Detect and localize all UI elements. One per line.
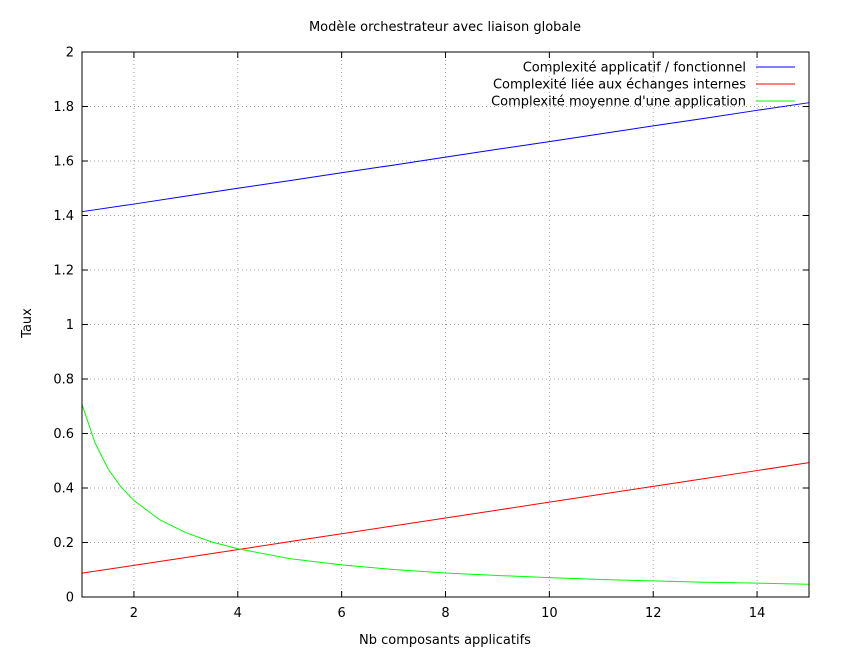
grid [82,52,809,597]
y-tick-label: 1.2 [53,264,74,279]
x-tick-label: 6 [338,606,346,621]
y-axis-label: Taux [20,308,35,339]
x-tick-label: 8 [441,606,449,621]
x-tick-label: 10 [541,606,558,621]
chart-title: Modèle orchestrateur avec liaison global… [309,20,581,35]
y-tick-label: 1.8 [53,100,74,115]
y-tick-label: 0 [66,591,74,606]
series-line-3 [81,404,810,585]
y-tick-label: 0.4 [53,482,74,497]
x-axis-label: Nb composants applicatifs [359,633,531,648]
series-line-1 [81,102,810,213]
legend-label-2: Complexité liée aux échanges internes [493,78,746,93]
series-layer [81,102,810,585]
x-tick-label: 4 [234,606,242,621]
y-tick-label: 1.4 [53,209,74,224]
x-tick-label: 2 [130,606,138,621]
y-tick-label: 0.6 [53,427,74,442]
y-tick-label: 2 [66,46,74,61]
series-line-2 [81,462,810,574]
legend: Complexité applicatif / fonctionnel Compl… [491,61,795,110]
y-tick-label: 0.8 [53,373,74,388]
y-tick-label: 0.2 [53,536,74,551]
legend-label-1: Complexité applicatif / fonctionnel [523,61,746,76]
legend-label-3: Complexité moyenne d'une application [491,95,746,110]
x-tick-label: 12 [645,606,662,621]
axis-ticks: 0 0.2 0.4 0.6 0.8 1 1.2 1.4 1.6 1.8 2 2 4 6 8 10 12 14 [53,46,809,621]
x-tick-label: 14 [749,606,766,621]
y-tick-label: 1 [66,318,74,333]
y-tick-label: 1.6 [53,155,74,170]
